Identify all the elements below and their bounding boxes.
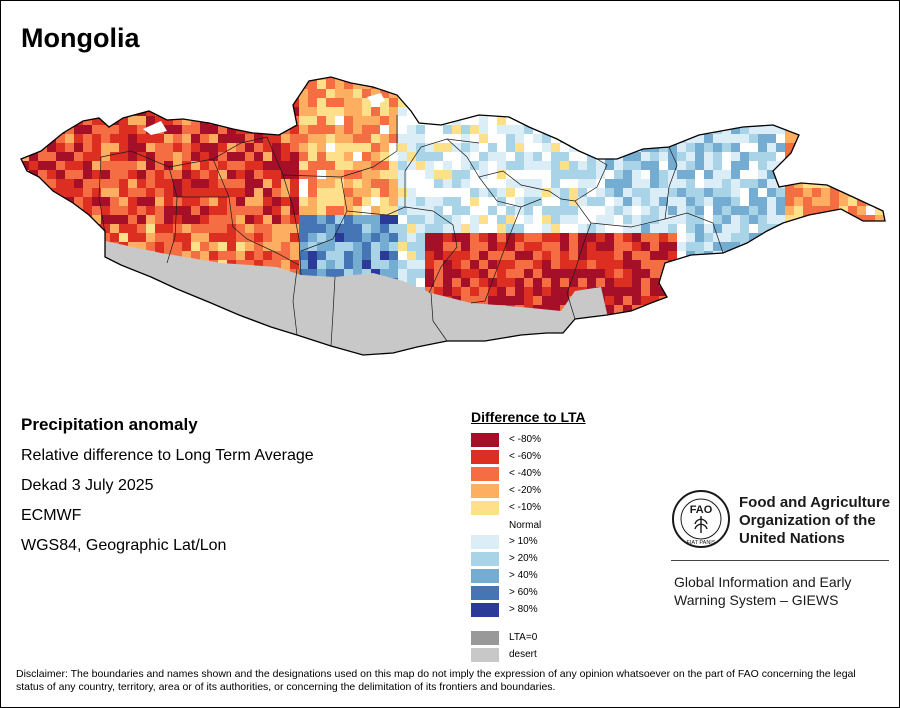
map-title: Mongolia [21, 23, 140, 53]
legend-swatch [471, 433, 499, 447]
lake [143, 121, 167, 135]
province-boundaries [98, 115, 724, 347]
fao-name: Food and Agriculture Organization of the… [739, 494, 890, 548]
map-info: Precipitation anomaly Relative differenc… [21, 415, 314, 567]
legend-swatch [471, 501, 499, 515]
fao-logo: FAO FIAT PANIS [672, 490, 730, 548]
legend-label: < -10% [509, 502, 541, 513]
legend-swatch [471, 535, 499, 549]
projection: WGS84, Geographic Lat/Lon [21, 537, 227, 554]
giews-line: Global Information and Early [674, 574, 852, 590]
fao-name-line: United Nations [739, 530, 845, 547]
fao-name-line: Organization of the [739, 512, 876, 529]
map-heading: Precipitation anomaly [21, 415, 198, 434]
legend-label: > 10% [509, 536, 538, 547]
giews-name: Global Information and Early Warning Sys… [674, 573, 851, 609]
legend-swatch [471, 631, 499, 645]
legend-label: > 60% [509, 587, 538, 598]
map-subtitle: Relative difference to Long Term Average [21, 447, 314, 464]
anomaly-map [20, 76, 886, 356]
disclaimer: Disclaimer: The boundaries and names sho… [16, 668, 856, 693]
legend-item: < -60% [471, 447, 586, 464]
legend: Difference to LTA < -80% < -60% < -40% <… [471, 409, 586, 662]
map-period: Dekad 3 July 2025 [21, 477, 154, 494]
divider [671, 560, 889, 561]
legend-label: desert [509, 649, 537, 660]
legend-swatch [471, 467, 499, 481]
legend-item: < -80% [471, 430, 586, 447]
legend-swatch [471, 648, 499, 662]
legend-label: > 40% [509, 570, 538, 581]
legend-label: < -60% [509, 451, 541, 462]
legend-label: LTA=0 [509, 632, 538, 643]
legend-item: < -10% [471, 498, 586, 515]
giews-line: Warning System – GIEWS [674, 592, 839, 608]
fao-name-line: Food and Agriculture [739, 494, 891, 511]
legend-swatch [471, 586, 499, 600]
legend-item: < -20% [471, 481, 586, 498]
legend-item-lta-zero: LTA=0 [471, 628, 586, 645]
legend-item: > 40% [471, 566, 586, 583]
legend-item: > 60% [471, 583, 586, 600]
legend-item-desert: desert [471, 645, 586, 662]
legend-item: > 80% [471, 600, 586, 617]
legend-normal-label: Normal [509, 520, 542, 531]
legend-label: < -80% [509, 434, 541, 445]
legend-normal: Normal [471, 515, 586, 532]
legend-swatch [471, 450, 499, 464]
legend-label: > 80% [509, 604, 538, 615]
legend-swatch [471, 552, 499, 566]
legend-item: > 20% [471, 549, 586, 566]
fao-logo-text: FAO [690, 504, 713, 516]
legend-swatch [471, 603, 499, 617]
legend-swatch [471, 569, 499, 583]
legend-label: < -40% [509, 468, 541, 479]
legend-title: Difference to LTA [471, 409, 586, 425]
legend-label: > 20% [509, 553, 538, 564]
lake [367, 93, 385, 105]
legend-swatch [471, 484, 499, 498]
fao-motto: FIAT PANIS [686, 540, 715, 546]
legend-label: < -20% [509, 485, 541, 496]
data-source: ECMWF [21, 507, 82, 524]
legend-item: < -40% [471, 464, 586, 481]
legend-item: > 10% [471, 532, 586, 549]
